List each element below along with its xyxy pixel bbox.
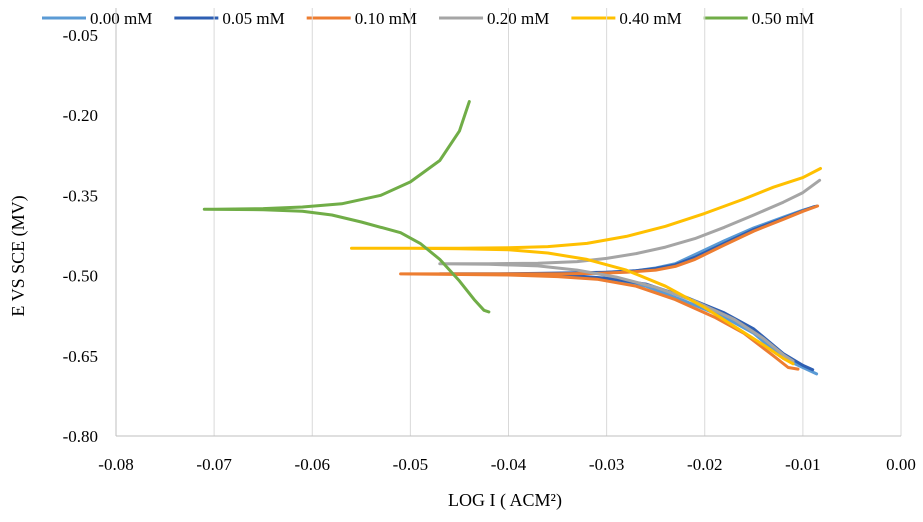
x-tick-label: -0.02 (687, 455, 722, 474)
legend-label: 0.00 mM (90, 9, 152, 28)
y-tick-label: -0.65 (63, 347, 98, 366)
series-line-1 (448, 204, 819, 376)
x-tick-label: -0.01 (785, 455, 820, 474)
y-tick-label: -0.05 (63, 26, 98, 45)
legend-label: 0.10 mM (355, 9, 417, 28)
x-tick-label: -0.06 (295, 455, 330, 474)
y-tick-label: -0.50 (63, 267, 98, 286)
legend-item-4: 0.20 mM (439, 9, 549, 28)
legend-item-1: 0.00 mM (42, 9, 152, 28)
x-tick-label: -0.04 (491, 455, 527, 474)
y-tick-label: -0.20 (63, 106, 98, 125)
series-layer (202, 100, 822, 376)
legend-label: 0.05 mM (222, 9, 284, 28)
series-line-4 (438, 178, 822, 363)
x-tick-label: -0.07 (196, 455, 232, 474)
legend-label: 0.40 mM (619, 9, 681, 28)
legend-label: 0.20 mM (487, 9, 549, 28)
y-tick-label: -0.35 (63, 186, 98, 205)
y-tick-label: -0.80 (63, 427, 98, 446)
legend-item-2: 0.05 mM (174, 9, 285, 28)
legend: 0.00 mM 0.05 mM 0.10 mM 0.20 mM 0.40 mM 0.50 … (42, 9, 814, 28)
x-axis-title: LOG I ( ACM²) (448, 490, 562, 511)
series-line-5 (350, 167, 822, 366)
x-tick-label: -0.08 (98, 455, 133, 474)
x-tick-label: -0.05 (393, 455, 428, 474)
legend-label: 0.50 mM (752, 9, 814, 28)
legend-item-5: 0.40 mM (571, 9, 682, 28)
y-axis-title: E VS SCE (MV) (8, 195, 29, 316)
legend-item-3: 0.10 mM (306, 9, 417, 28)
x-tick-label: 0.00 (886, 455, 916, 474)
grid (213, 8, 902, 436)
legend-item-6: 0.50 mM (703, 9, 814, 28)
x-tick-label: -0.03 (589, 455, 624, 474)
x-axis: -0.08 -0.07 -0.06 -0.05 -0.04 -0.03 -0.02 -0.01… (98, 435, 916, 474)
y-axis: -0.05 -0.20 -0.35 -0.50 -0.65 -0.80 (63, 8, 117, 446)
series-line-3 (399, 204, 820, 371)
series-line-6 (202, 100, 491, 314)
